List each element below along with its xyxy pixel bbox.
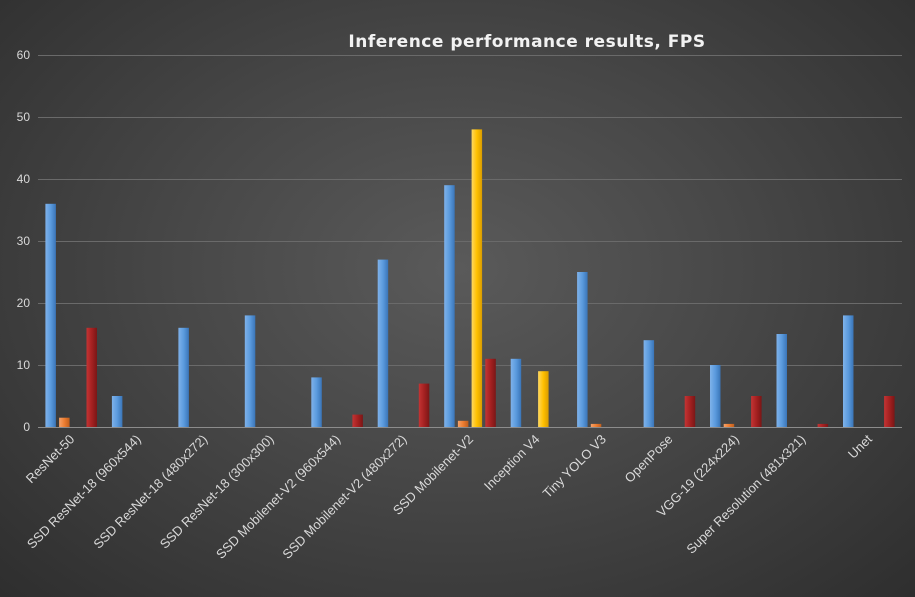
y-tick-label: 60 — [17, 48, 31, 62]
bar — [457, 420, 469, 427]
y-tick-label: 40 — [17, 172, 31, 186]
bar — [884, 396, 895, 427]
bar — [45, 203, 56, 427]
bar — [418, 383, 430, 427]
gridlines — [38, 55, 902, 366]
y-tick-label: 0 — [23, 420, 30, 434]
bar — [817, 423, 829, 427]
bar — [59, 417, 70, 427]
x-tick-label: Unet — [845, 431, 875, 461]
x-tick-label: SSD ResNet-18 (300x300) — [157, 432, 277, 552]
bar — [377, 259, 389, 427]
bar — [86, 327, 97, 427]
bar — [684, 396, 696, 427]
bar — [538, 371, 549, 427]
x-tick-label: SSD ResNet-18 (480x272) — [90, 432, 210, 552]
bar — [471, 129, 483, 427]
bar — [776, 334, 787, 427]
y-tick-label: 10 — [17, 358, 31, 372]
y-tick-label: 20 — [17, 296, 31, 310]
bar — [843, 315, 854, 427]
y-axis: 0 10 20 30 40 50 60 — [17, 48, 31, 434]
y-tick-label: 30 — [17, 234, 31, 248]
bar — [444, 185, 455, 427]
bar — [111, 396, 123, 427]
bars — [45, 129, 895, 427]
y-tick-label: 50 — [17, 110, 31, 124]
x-tick-label: SSD ResNet-18 (960x544) — [24, 432, 144, 552]
bar — [710, 365, 721, 427]
bar — [311, 377, 322, 427]
bar — [590, 423, 602, 427]
x-tick-label: SSD Mobilenet-V2 (960x544) — [213, 432, 343, 562]
x-tick-label: Inception V4 — [481, 432, 543, 494]
bar — [510, 358, 522, 427]
bar — [485, 358, 496, 427]
x-tick-label: Tiny YOLO V3 — [540, 432, 609, 501]
bar — [178, 327, 189, 427]
bar — [244, 315, 256, 427]
bar — [643, 340, 655, 427]
x-tick-label: OpenPose — [621, 432, 675, 486]
x-tick-label: ResNet-50 — [23, 432, 78, 487]
chart-title: Inference performance results, FPS — [348, 32, 705, 52]
bar — [577, 272, 588, 427]
bar — [723, 423, 735, 427]
bar — [352, 414, 363, 427]
x-tick-label: SSD Mobilenet-V2 (480x272) — [279, 432, 409, 562]
bar — [751, 396, 762, 427]
x-tick-label: Super Resolution (481x321) — [683, 432, 808, 557]
